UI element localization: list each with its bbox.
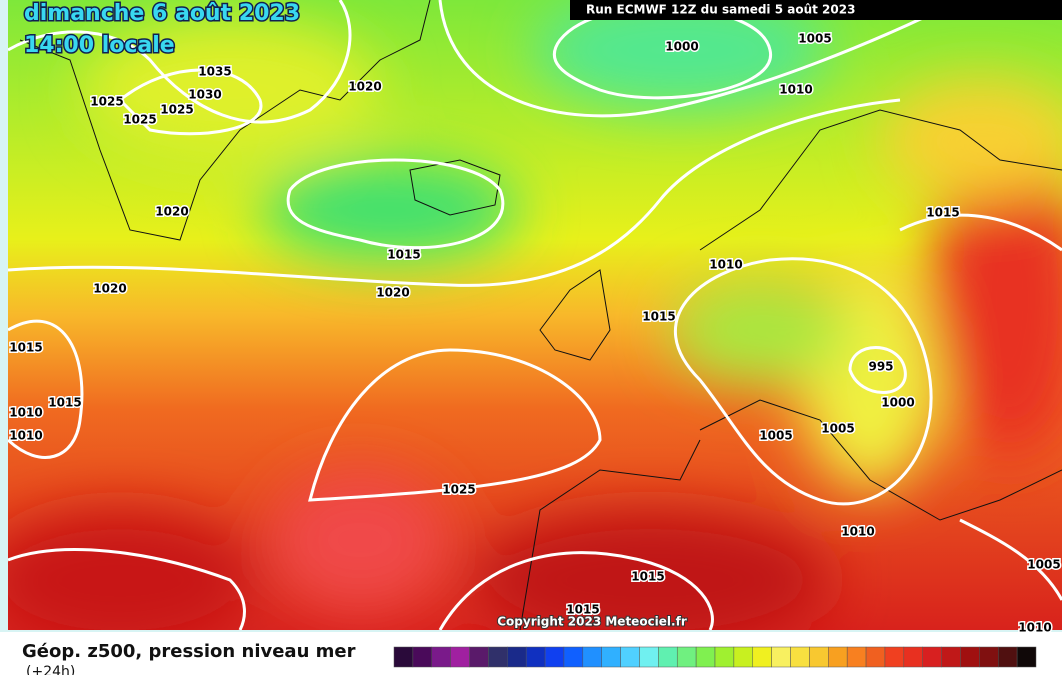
isobar-label: 1015 [631, 570, 664, 584]
isobar-label: 1015 [926, 206, 959, 220]
isobar-label: 1005 [759, 429, 792, 443]
map-area [8, 0, 1062, 630]
color-swatch [488, 646, 508, 668]
color-swatch [846, 646, 867, 668]
color-swatch [771, 646, 791, 668]
copyright: Copyright 2023 Meteociel.fr [497, 615, 687, 629]
color-swatch [601, 646, 621, 668]
run-banner [570, 0, 1062, 20]
isobar-label: 1015 [387, 248, 420, 262]
isobar-label: 1025 [160, 103, 193, 117]
isobar-label: 1010 [9, 406, 42, 420]
time-title: 14:00 locale [24, 33, 175, 58]
color-swatch [676, 646, 697, 668]
isobar-label: 995 [868, 360, 893, 374]
isobar-label: 1010 [779, 83, 812, 97]
color-swatch [922, 646, 942, 668]
color-swatch [1016, 646, 1037, 668]
color-swatch [790, 646, 810, 668]
color-swatch [544, 646, 565, 668]
color-swatch [884, 646, 905, 668]
color-swatch [979, 646, 999, 668]
legend-title: Géop. z500, pression niveau mer [22, 641, 356, 662]
isobar-label: 1025 [90, 95, 123, 109]
isobar-label: 1020 [155, 205, 188, 219]
color-swatch [865, 646, 886, 668]
isobar-label: 1015 [566, 603, 599, 617]
isobar-label: 1020 [93, 282, 126, 296]
isobar-label: 1025 [442, 483, 475, 497]
isobar-label: 1005 [1027, 558, 1060, 572]
isobar-label: 1030 [188, 88, 221, 102]
isobar-label: 1000 [665, 40, 698, 54]
color-swatch [563, 646, 584, 668]
isobar-label: 1025 [123, 113, 156, 127]
color-swatch [450, 646, 470, 668]
color-swatch [431, 646, 451, 668]
date-title: dimanche 6 août 2023 [24, 1, 300, 26]
color-swatch [903, 646, 923, 668]
isobar-label: 1020 [376, 286, 409, 300]
isobar-label: 1015 [9, 341, 42, 355]
color-swatch [960, 646, 980, 668]
run-info: Run ECMWF 12Z du samedi 5 août 2023 [586, 3, 855, 17]
color-swatch [469, 646, 489, 668]
color-scale [393, 646, 1037, 668]
color-swatch [525, 646, 546, 668]
color-swatch [695, 646, 716, 668]
color-swatch [658, 646, 678, 668]
isobar-label: 1010 [1018, 621, 1051, 635]
isobar-label: 1035 [198, 65, 231, 79]
color-swatch [639, 646, 659, 668]
color-swatch [507, 646, 527, 668]
color-swatch [393, 646, 414, 668]
color-swatch [809, 646, 829, 668]
color-swatch [620, 646, 640, 668]
legend-subtitle: (+24h) [26, 664, 75, 675]
color-swatch [714, 646, 735, 668]
isobar-label: 1015 [48, 396, 81, 410]
isobar-label: 1010 [709, 258, 742, 272]
color-swatch [997, 646, 1018, 668]
isobar-label: 1005 [798, 32, 831, 46]
color-swatch [941, 646, 961, 668]
isobar-label: 1010 [841, 525, 874, 539]
isobar-label: 1010 [9, 429, 42, 443]
isobar-label: 1005 [821, 422, 854, 436]
color-swatch [582, 646, 602, 668]
isobar-label: 1000 [881, 396, 914, 410]
isobar-label: 1015 [642, 310, 675, 324]
color-swatch [828, 646, 848, 668]
isobar-labels: 1035 1030 1025 1025 1025 1020 1000 1005 … [8, 30, 1062, 636]
color-swatch [733, 646, 754, 668]
color-swatch [412, 646, 433, 668]
isobar-label: 1020 [348, 80, 381, 94]
color-swatch [752, 646, 772, 668]
